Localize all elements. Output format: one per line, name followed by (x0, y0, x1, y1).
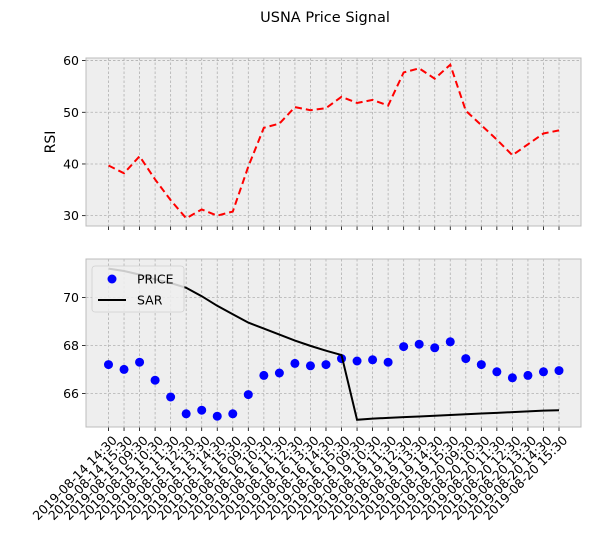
price-point (538, 367, 548, 377)
price-point (554, 366, 564, 376)
y-tick-label: 30 (63, 208, 79, 223)
y-tick-label: 66 (63, 386, 79, 401)
price-point (507, 373, 517, 383)
price-point (430, 343, 440, 353)
price-point (181, 409, 191, 419)
rsi-line (108, 62, 560, 220)
price-point (321, 360, 331, 370)
price-point (476, 360, 486, 370)
price-point (383, 357, 393, 367)
price-point (166, 392, 176, 402)
price-point (445, 337, 455, 347)
chart-title: USNA Price Signal (260, 10, 390, 26)
legend: PRICE SAR (91, 265, 185, 313)
y-axis-label: RSI (43, 131, 59, 154)
price-point (197, 405, 207, 415)
price-point (290, 358, 300, 368)
price-point (228, 409, 238, 419)
rsi-panel: 30 40 50 60 RSI (43, 53, 582, 230)
y-tick-label: 50 (63, 105, 79, 120)
price-point (104, 360, 113, 370)
price-point (414, 339, 424, 349)
plot-frame (85, 57, 582, 227)
price-point (119, 364, 129, 374)
price-point (523, 370, 533, 380)
price-point (368, 355, 378, 365)
price-point (150, 375, 160, 385)
price-point (259, 370, 269, 380)
price-sar-panel: 66 68 70 PRICE SAR (63, 258, 582, 431)
price-point (212, 411, 222, 421)
price-point (135, 357, 145, 367)
plot-area (86, 58, 581, 226)
price-point (352, 356, 362, 366)
legend-price-marker (107, 274, 117, 284)
y-tick-label: 68 (63, 338, 79, 353)
y-tick-label: 60 (63, 53, 79, 68)
price-point (305, 361, 315, 371)
price-point (399, 342, 409, 352)
price-point (461, 354, 471, 364)
price-point (243, 390, 253, 400)
price-point (492, 367, 502, 377)
legend-label-price: PRICE (137, 272, 174, 287)
plot-frame (85, 258, 582, 428)
price-point (274, 368, 284, 378)
y-tick-label: 40 (63, 156, 79, 171)
legend-label-sar: SAR (137, 293, 163, 308)
y-tick-label: 70 (63, 290, 79, 305)
